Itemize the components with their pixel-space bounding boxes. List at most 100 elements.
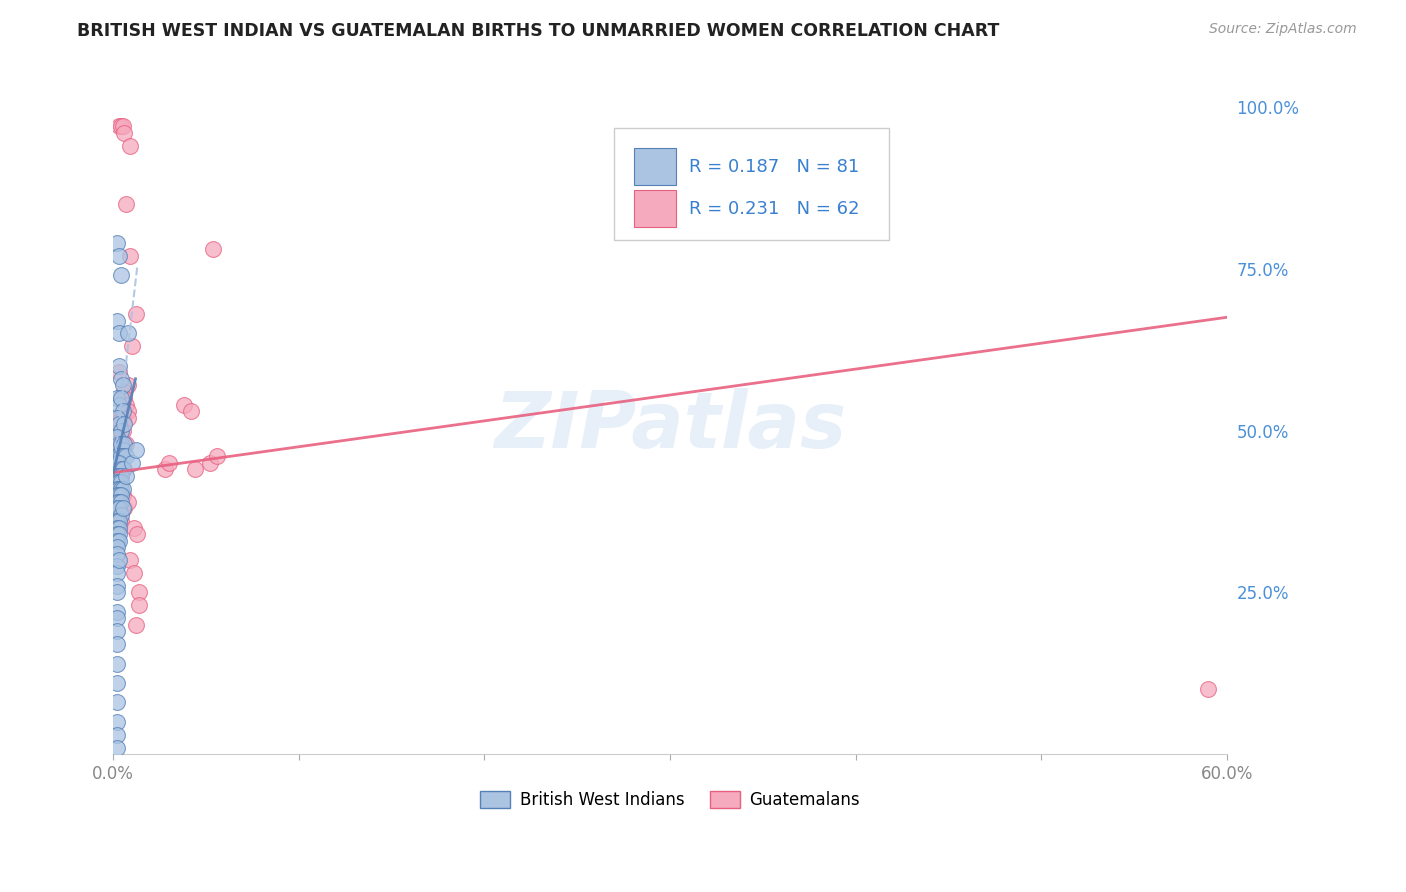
Point: [111, 462, 134, 476]
Point: [115, 450, 138, 464]
Point: [105, 430, 128, 444]
Point: [111, 462, 134, 476]
Point: [111, 378, 134, 392]
Point: [155, 462, 177, 476]
Point: [105, 657, 128, 671]
Point: [108, 326, 131, 341]
Text: Source: ZipAtlas.com: Source: ZipAtlas.com: [1209, 22, 1357, 37]
Point: [118, 138, 141, 153]
Point: [198, 456, 221, 470]
Point: [112, 462, 135, 476]
Point: [105, 521, 128, 535]
Point: [105, 533, 128, 548]
Point: [112, 384, 135, 399]
Point: [108, 468, 131, 483]
Point: [110, 450, 132, 464]
Point: [105, 579, 128, 593]
Point: [105, 410, 128, 425]
Point: [108, 553, 131, 567]
Point: [108, 521, 131, 535]
Point: [110, 482, 132, 496]
Point: [112, 501, 135, 516]
Point: [122, 566, 145, 580]
Point: [110, 514, 132, 528]
Point: [105, 605, 128, 619]
Point: [111, 501, 134, 516]
Point: [112, 417, 135, 431]
Point: [105, 456, 128, 470]
Point: [108, 468, 131, 483]
Point: [105, 547, 128, 561]
Point: [111, 450, 134, 464]
Point: [110, 475, 132, 490]
Point: [121, 456, 143, 470]
Point: [108, 436, 131, 450]
Point: [110, 436, 132, 450]
Text: BRITISH WEST INDIAN VS GUATEMALAN BIRTHS TO UNMARRIED WOMEN CORRELATION CHART: BRITISH WEST INDIAN VS GUATEMALAN BIRTHS…: [77, 22, 1000, 40]
Point: [105, 450, 128, 464]
Point: [118, 553, 141, 567]
Legend: British West Indians, Guatemalans: British West Indians, Guatemalans: [474, 784, 868, 816]
Point: [111, 120, 134, 134]
Point: [118, 249, 141, 263]
Point: [108, 482, 131, 496]
Point: [105, 676, 128, 690]
Point: [111, 482, 134, 496]
Point: [108, 488, 131, 502]
Point: [111, 488, 134, 502]
Point: [108, 488, 131, 502]
Point: [108, 527, 131, 541]
Point: [105, 559, 128, 574]
Point: [110, 424, 132, 438]
Point: [105, 475, 128, 490]
Point: [105, 468, 128, 483]
Point: [115, 197, 138, 211]
Point: [105, 501, 128, 516]
Point: [110, 410, 132, 425]
Point: [108, 359, 131, 373]
Point: [115, 436, 138, 450]
Point: [205, 450, 228, 464]
Point: [110, 462, 132, 476]
Point: [110, 488, 132, 502]
Point: [105, 391, 128, 405]
Point: [117, 404, 139, 418]
Point: [111, 436, 134, 450]
Point: [108, 398, 131, 412]
Point: [108, 462, 131, 476]
Point: [108, 417, 131, 431]
Point: [110, 372, 132, 386]
Point: [108, 436, 131, 450]
Point: [105, 585, 128, 599]
Point: [105, 540, 128, 554]
Point: [108, 475, 131, 490]
Point: [121, 339, 143, 353]
Point: [128, 599, 150, 613]
Point: [110, 391, 132, 405]
Text: R = 0.231   N = 62: R = 0.231 N = 62: [689, 200, 859, 218]
Point: [105, 495, 128, 509]
Point: [108, 456, 131, 470]
Point: [110, 120, 132, 134]
Point: [108, 450, 131, 464]
Point: [124, 442, 146, 457]
Point: [157, 456, 180, 470]
Point: [108, 424, 131, 438]
Point: [105, 482, 128, 496]
Point: [105, 488, 128, 502]
Text: ZIPatlas: ZIPatlas: [494, 388, 846, 464]
Point: [108, 514, 131, 528]
Point: [184, 462, 207, 476]
Point: [117, 326, 139, 341]
Point: [122, 521, 145, 535]
Point: [110, 508, 132, 522]
Point: [117, 410, 139, 425]
Text: R = 0.187   N = 81: R = 0.187 N = 81: [689, 158, 859, 176]
Point: [173, 398, 195, 412]
Point: [110, 450, 132, 464]
Point: [112, 436, 135, 450]
Point: [105, 714, 128, 729]
Point: [180, 404, 202, 418]
Point: [108, 410, 131, 425]
Point: [108, 501, 131, 516]
